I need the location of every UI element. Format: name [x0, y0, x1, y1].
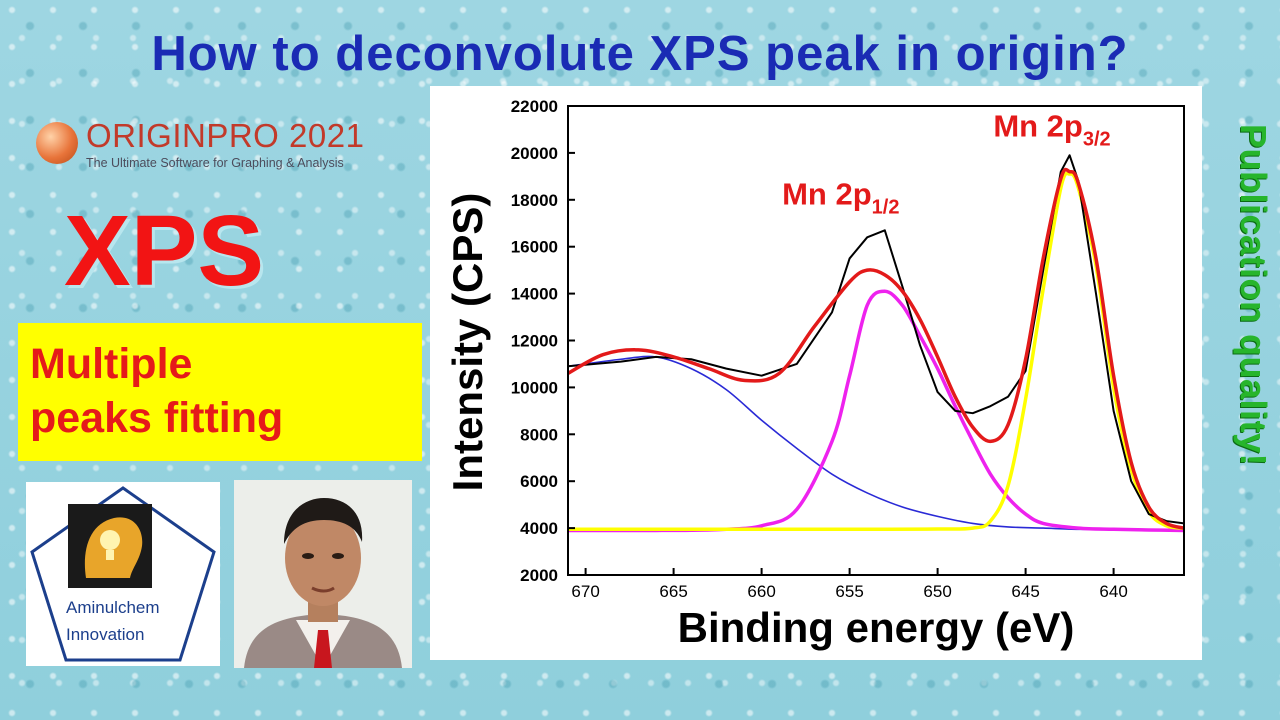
y-tick-label: 8000 — [520, 425, 558, 444]
origin-logo-name: ORIGINPRO 2021 — [86, 117, 365, 154]
origin-logo-tagline: The Ultimate Software for Graphing & Ana… — [86, 156, 344, 170]
publication-quality-text: Publication quality! — [1233, 124, 1274, 467]
series-line-peak — [568, 289, 1185, 533]
channel-logo-graphic: Aminulchem Innovation — [30, 486, 216, 662]
x-tick-label: 650 — [923, 582, 951, 601]
series-line-raw — [567, 154, 1185, 525]
fitting-line-2: peaks fitting — [30, 394, 284, 442]
series-line-peak — [567, 171, 1185, 532]
series-line-background — [567, 355, 1184, 531]
xps-chart: 670 665 660 655 650 645 640 2000 4000 6000 8000 100… — [430, 86, 1202, 660]
fitting-callout: Multiple peaks fitting — [18, 323, 422, 461]
channel-name-line-1: Aminulchem — [66, 598, 160, 617]
x-tick-label: 645 — [1011, 582, 1039, 601]
y-tick-label: 16000 — [511, 238, 558, 257]
peak-annotation: Mn 2p1/2 — [782, 176, 899, 218]
fitting-line-1: Multiple — [30, 340, 193, 388]
y-tick-label: 2000 — [520, 566, 558, 585]
xps-chart-svg: 670 665 660 655 650 645 640 2000 4000 6000 8000 100… — [444, 97, 1185, 651]
channel-logo: Aminulchem Innovation — [26, 482, 220, 666]
y-tick-label: 18000 — [511, 191, 558, 210]
side-caption: Publication quality! — [1220, 0, 1280, 720]
peak-annotation: Mn 2p3/2 — [993, 108, 1110, 150]
channel-name-line-2: Innovation — [66, 625, 144, 644]
presenter-photo — [234, 480, 412, 668]
video-title: How to deconvolute XPS peak in origin? — [151, 27, 1129, 81]
x-axis-label: Binding energy (eV) — [678, 604, 1075, 651]
y-tick-label: 4000 — [520, 519, 558, 538]
y-tick-label: 12000 — [511, 332, 558, 351]
x-tick-label: 655 — [835, 582, 863, 601]
x-tick-label: 670 — [571, 582, 599, 601]
origin-globe-icon — [36, 122, 78, 164]
y-tick-label: 10000 — [511, 378, 558, 397]
series-line-envelope — [567, 167, 1185, 530]
x-tick-label: 640 — [1099, 582, 1127, 601]
x-tick-label: 665 — [659, 582, 687, 601]
originpro-logo: ORIGINPRO 2021 The Ultimate Software for… — [34, 112, 364, 186]
y-axis-label: Intensity (CPS) — [444, 193, 491, 492]
y-tick-label: 22000 — [511, 97, 558, 116]
xps-heading: XPS — [64, 195, 265, 307]
y-tick-label: 6000 — [520, 472, 558, 491]
plot-frame — [567, 105, 1185, 576]
y-tick-label: 20000 — [511, 144, 558, 163]
y-tick-label: 14000 — [511, 285, 558, 304]
x-tick-label: 660 — [747, 582, 775, 601]
